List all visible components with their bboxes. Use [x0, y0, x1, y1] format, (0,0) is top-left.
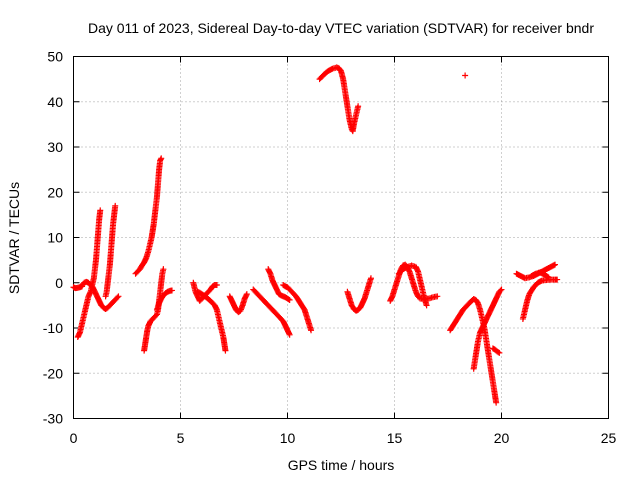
y-tick-label: 20 — [47, 184, 63, 200]
y-axis-title: SDTVAR / TECUs — [6, 182, 22, 294]
point-arc-09 — [222, 347, 229, 354]
x-tick-label: 0 — [70, 430, 78, 446]
x-tick-labels: 0 5 10 15 20 25 — [70, 430, 617, 446]
point-arc-08 — [213, 282, 220, 289]
grid — [73, 56, 609, 419]
point-arc-19 — [497, 287, 504, 294]
y-tick-label: 50 — [47, 49, 63, 65]
y-tick-labels: -30 -20 -10 0 10 20 30 40 50 — [43, 49, 63, 427]
point-arc-20 — [495, 349, 502, 356]
point-arc-10 — [243, 291, 250, 298]
point-arc-12 — [285, 296, 292, 303]
point-arc-04 — [112, 202, 119, 209]
point-arc-12 — [286, 296, 293, 303]
point-arc-15 — [367, 275, 374, 282]
data-points — [70, 64, 561, 406]
y-tick-label: -30 — [43, 411, 63, 427]
point-arc-05 — [158, 155, 165, 162]
point-arc-18 — [493, 399, 500, 406]
point-arc-06 — [160, 266, 167, 273]
x-axis-title: GPS time / hours — [288, 457, 395, 473]
y-tick-label: -20 — [43, 365, 63, 381]
x-tick-label: 10 — [280, 430, 296, 446]
point-arc-22 — [554, 276, 561, 283]
axis-ticks — [73, 56, 609, 419]
point-arc-11 — [286, 331, 293, 338]
point-arc-23 — [544, 273, 551, 280]
point-arc-21 — [552, 261, 558, 268]
y-tick-label: 10 — [47, 230, 63, 246]
x-tick-label: 20 — [494, 430, 510, 446]
point-arc-14 — [355, 103, 362, 110]
point-arc-13 — [308, 327, 315, 334]
x-tick-label: 25 — [601, 430, 617, 446]
x-tick-label: 5 — [177, 430, 185, 446]
point-arc-03 — [114, 294, 121, 301]
point-arc-20 — [496, 349, 503, 356]
y-tick-label: 0 — [55, 275, 63, 291]
point-arc-17 — [423, 302, 430, 309]
point-arc-19 — [498, 286, 505, 293]
point-arc-23 — [545, 274, 552, 281]
point-arc-07 — [168, 287, 175, 294]
point-outlier — [462, 72, 469, 79]
point-arc-02 — [97, 207, 104, 214]
chart-title: Day 011 of 2023, Sidereal Day-to-day VTE… — [88, 20, 594, 36]
y-tick-label: -10 — [43, 320, 63, 336]
x-tick-label: 15 — [387, 430, 403, 446]
y-tick-label: 40 — [47, 94, 63, 110]
point-arc-16 — [434, 293, 441, 300]
point-arc-03 — [115, 293, 122, 300]
y-tick-label: 30 — [47, 139, 63, 155]
